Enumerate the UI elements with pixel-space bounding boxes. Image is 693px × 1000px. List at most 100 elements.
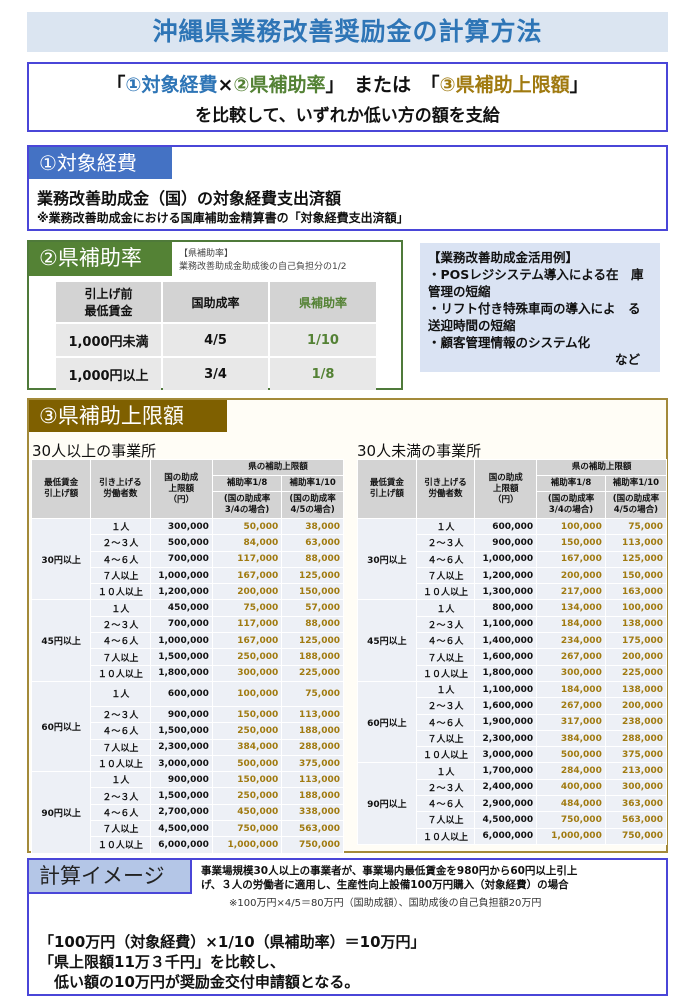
national-limit-cell: 1,300,000 [474, 583, 538, 601]
workers-cell: ２～３人 [415, 697, 476, 715]
page-title: 沖縄県業務改善奨励金の計算方法 [27, 12, 668, 52]
table-row: ７人以上 4,500,000 750,000 563,000 [358, 811, 668, 829]
pref-limit-1-10-cell: 750,000 [604, 827, 668, 845]
limit-table-30-plus: 最低賃金 引上げ額 引き上げる 労働者数 国の助成 上限額 （円） 県の補助上限額 補助… [30, 459, 345, 854]
example-item: ・リフト付き特殊車両の導入によ る送迎時間の短縮 [428, 301, 641, 333]
pref-limit-1-8-cell: 750,000 [211, 820, 283, 838]
workers-cell: １人 [90, 680, 151, 707]
national-limit-cell: 1,500,000 [149, 648, 213, 666]
pref-limit-1-10-cell: 38,000 [281, 517, 344, 536]
table-row: １０人以上 1,300,000 217,000 163,000 [358, 583, 668, 601]
result-line: 「100万円（対象経費）×1/10（県補助率）＝10万円」 [39, 933, 426, 951]
national-limit-cell: 2,300,000 [149, 738, 213, 756]
pref-limit-1-10-cell: 163,000 [604, 583, 668, 601]
pref-limit-1-8-cell: 100,000 [211, 680, 283, 707]
workers-cell: １０人以上 [415, 827, 476, 845]
national-limit-cell: 900,000 [149, 705, 213, 724]
header-cell: (国の助成率 4/5の場合) [281, 491, 344, 519]
examples-title: 【業務改善助成金活用例】 [428, 250, 579, 265]
pref-limit-1-10-cell: 200,000 [604, 648, 668, 666]
pref-limit-1-8-cell: 484,000 [536, 795, 606, 813]
desc-line: 事業場規模30人以上の事業者が、事業場内最低賃金を980円から60円以上引上 [201, 865, 578, 877]
workers-cell: ７人以上 [90, 566, 151, 585]
table-header-row: (国の助成率 3/4の場合) (国の助成率 4/5の場合) [358, 491, 668, 519]
pref-limit-1-8-cell: 450,000 [211, 803, 283, 822]
workers-cell: ２～３人 [90, 615, 151, 634]
national-limit-cell: 2,300,000 [474, 729, 538, 748]
pref-limit-1-10-cell: 113,000 [604, 534, 668, 552]
workers-cell: ７人以上 [415, 648, 476, 666]
section-tab: ②県補助率 [29, 242, 172, 276]
national-limit-cell: 1,100,000 [474, 615, 538, 634]
table-row: 60円以上 １人 1,100,000 184,000 138,000 [357, 680, 668, 764]
table-row: ７人以上 2,300,000 384,000 288,000 [32, 738, 344, 756]
pref-limit-1-10-cell: 750,000 [281, 836, 344, 854]
national-limit-cell: 6,000,000 [474, 827, 538, 845]
pref-limit-1-8-cell: 167,000 [536, 550, 606, 568]
example-item: ・顧客管理情報のシステム化 [428, 335, 591, 350]
workers-cell: ７人以上 [90, 648, 151, 666]
header-cell: 県補助率 [270, 282, 376, 322]
header-cell: 国助成率 [163, 282, 268, 322]
pref-limit-1-10-cell: 125,000 [281, 566, 344, 585]
table-row: 90円以上 １人 900,000 150,000 113,000 [30, 771, 344, 854]
pref-limit-1-10-cell: 225,000 [281, 664, 344, 682]
section-rate: ②県補助率 【県補助率】 業務改善助成金助成後の自己負担分の1/2 引上げ前 最低… [27, 240, 403, 390]
workers-cell: １人 [90, 599, 151, 617]
pref-limit-1-8-cell: 234,000 [536, 632, 606, 650]
pref-limit-1-10-cell: 238,000 [604, 713, 668, 731]
pref-limit-1-8-cell: 500,000 [211, 754, 283, 773]
workers-cell: ４～６人 [90, 550, 151, 568]
result-line: 「県上限額11万３千円」を比較し、 [39, 953, 285, 971]
national-limit-cell: 3,000,000 [474, 746, 538, 764]
national-limit-cell: 6,000,000 [149, 836, 213, 854]
pref-limit-1-10-cell: 175,000 [604, 632, 668, 650]
pref-limit-1-10-cell: 100,000 [604, 599, 668, 617]
pref-limit-1-8-cell: 300,000 [211, 664, 283, 682]
workers-cell: １人 [415, 599, 476, 617]
table-row: ７人以上 1,200,000 200,000 150,000 [358, 566, 668, 585]
pref-limit-1-10-cell: 188,000 [281, 648, 344, 666]
pref-limit-1-10-cell: 288,000 [281, 738, 344, 756]
rate-table: 引上げ前 最低賃金 国助成率 県補助率 1,000円未満 4/5 1/10 1,000円以上… [54, 280, 378, 392]
table-row: ２～３人 1,500,000 250,000 188,000 [32, 787, 344, 805]
table-row: 60円以上 １人 600,000 100,000 75,000 [30, 680, 344, 773]
pref-limit-1-8-cell: 284,000 [536, 762, 606, 780]
pref-limit-1-8-cell: 134,000 [536, 599, 606, 617]
workers-cell: ４～６人 [415, 632, 476, 650]
table-row: １０人以上 1,800,000 300,000 225,000 [358, 664, 668, 682]
table-row: 30円以上 １人 600,000 100,000 75,000 [357, 517, 668, 601]
national-limit-cell: 4,500,000 [149, 820, 213, 838]
header-cell: 最低賃金 引上げ額 [30, 459, 92, 519]
header-cell: 補助率1/8 [211, 475, 283, 492]
header-cell: 県の補助上限額 [536, 459, 667, 476]
table-row: 45円以上 １人 800,000 134,000 100,000 [357, 599, 668, 682]
pref-limit-1-10-cell: 125,000 [604, 550, 668, 568]
table-cell: 4/5 [163, 324, 268, 356]
workers-cell: ７人以上 [90, 820, 151, 838]
workers-cell: ４～６人 [415, 713, 476, 731]
workers-cell: １人 [415, 762, 476, 780]
pref-limit-1-10-cell: 363,000 [604, 795, 668, 813]
national-limit-cell: 1,600,000 [474, 648, 538, 666]
desc-line: げ、３人の労働者に適用し、生産性向上設備100万円購入（対象経費）の場合 [201, 879, 569, 891]
pref-limit-1-10-cell: 225,000 [604, 664, 668, 682]
table-row: ４～６人 1,900,000 317,000 238,000 [358, 713, 668, 731]
pref-limit-1-10-cell: 150,000 [604, 566, 668, 585]
header-cell: 補助率1/8 [536, 475, 606, 492]
workers-cell: ２～３人 [415, 615, 476, 634]
pref-limit-1-10-cell: 200,000 [604, 697, 668, 715]
workers-cell: １人 [90, 771, 151, 789]
table-row: ２～３人 500,000 84,000 63,000 [32, 534, 344, 552]
table-row: 1,000円未満 4/5 1/10 [56, 324, 376, 356]
pref-limit-1-10-cell: 563,000 [281, 820, 344, 838]
pref-limit-1-10-cell: 63,000 [281, 534, 344, 552]
national-limit-cell: 900,000 [474, 534, 538, 552]
calc-result: 「100万円（対象経費）×1/10（県補助率）＝10万円」 「県上限額11万３千円… [39, 932, 426, 992]
header-cell: 引上げ前 最低賃金 [56, 282, 161, 322]
note-text: 業務改善助成金助成後の自己負担分の1/2 [179, 262, 347, 272]
table-row: ２～３人 2,400,000 400,000 300,000 [358, 778, 668, 797]
workers-cell: ４～６人 [90, 722, 151, 740]
table-row: ７人以上 1,600,000 267,000 200,000 [358, 648, 668, 666]
table-row: 30円以上 １人 300,000 50,000 38,000 [30, 517, 344, 601]
